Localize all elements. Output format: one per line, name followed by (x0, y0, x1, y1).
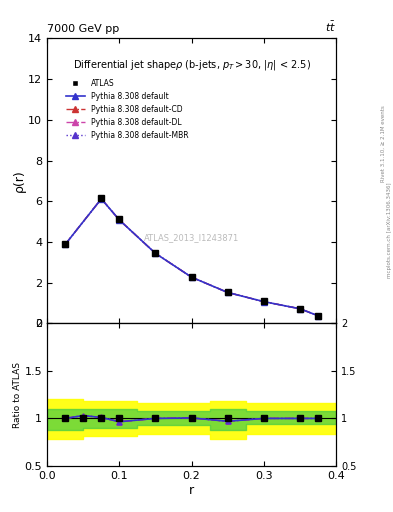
Text: 7000 GeV pp: 7000 GeV pp (47, 24, 119, 34)
Text: Rivet 3.1.10, ≥ 2.1M events: Rivet 3.1.10, ≥ 2.1M events (381, 105, 386, 182)
Text: Differential jet shape$\rho$ (b-jets, $p_T$$>$30, $|\eta|$ < 2.5): Differential jet shape$\rho$ (b-jets, $p… (73, 58, 310, 72)
X-axis label: r: r (189, 483, 194, 497)
Legend: ATLAS, Pythia 8.308 default, Pythia 8.308 default-CD, Pythia 8.308 default-DL, P: ATLAS, Pythia 8.308 default, Pythia 8.30… (62, 76, 191, 143)
Text: ATLAS_2013_I1243871: ATLAS_2013_I1243871 (144, 233, 239, 242)
Text: mcplots.cern.ch [arXiv:1306.3436]: mcplots.cern.ch [arXiv:1306.3436] (387, 183, 392, 278)
Y-axis label: Ratio to ATLAS: Ratio to ATLAS (13, 361, 22, 428)
Text: $t\bar{t}$: $t\bar{t}$ (325, 20, 336, 34)
Y-axis label: ρ(r): ρ(r) (13, 169, 26, 193)
